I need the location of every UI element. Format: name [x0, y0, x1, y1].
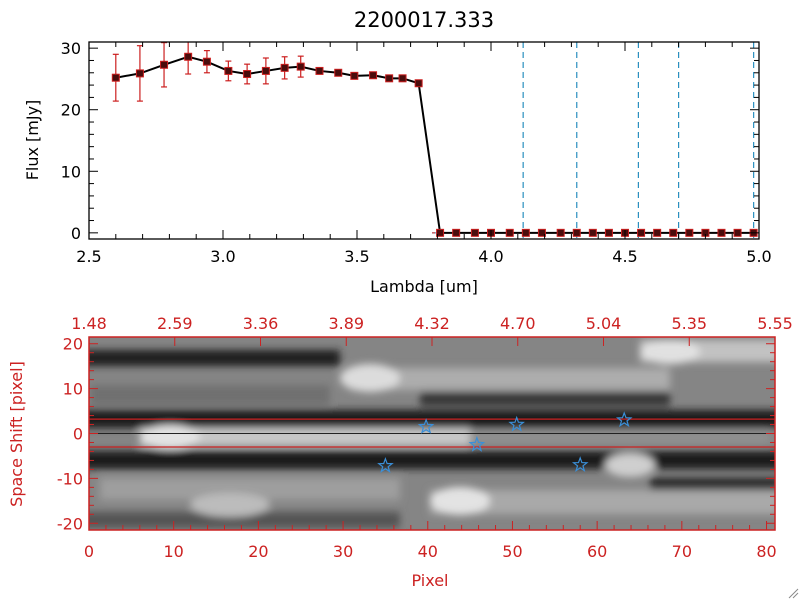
- flux-point: [160, 60, 169, 69]
- x-tick-label: 4.5: [612, 247, 637, 266]
- bottom-axis-ticks: 0 10 20 30 40 50 60 70 80 -20 -10 0 10 20 1.48 2.59 3.36…: [57, 314, 793, 561]
- flux-point: [588, 228, 597, 237]
- top-wavelength-label: 3.89: [328, 314, 364, 333]
- x-tick-label: 80: [756, 542, 776, 561]
- x-tick-label: 4.0: [478, 247, 503, 266]
- flux-line: [115, 55, 754, 234]
- star-icon: [508, 415, 525, 432]
- top-wavelength-label: 5.55: [757, 314, 793, 333]
- flux-point: [280, 63, 289, 72]
- top-plot-frame: [88, 41, 760, 240]
- flux-point: [521, 228, 530, 237]
- flux-point: [669, 228, 678, 237]
- wavelength-stars: [377, 411, 633, 473]
- resize-grip-icon[interactable]: [788, 588, 799, 599]
- aperture-lines: [89, 418, 775, 448]
- flux-point: [261, 66, 270, 75]
- flux-point: [398, 74, 407, 83]
- top-x-axis-label: Lambda [um]: [370, 277, 478, 296]
- top-dashed-lines: [522, 42, 755, 239]
- flux-point: [334, 68, 343, 77]
- flux-point: [135, 69, 144, 78]
- flux-point: [505, 228, 514, 237]
- top-wavelength-label: 2.59: [157, 314, 193, 333]
- flux-point: [414, 79, 423, 88]
- x-tick-label: 40: [418, 542, 438, 561]
- y-tick-label: 30: [61, 39, 81, 58]
- y-tick-label: -10: [57, 469, 83, 488]
- y-tick-label: 0: [73, 425, 83, 444]
- top-wavelength-label: 4.70: [500, 314, 536, 333]
- x-tick-label: 70: [672, 542, 692, 561]
- flux-point: [685, 228, 694, 237]
- y-tick-label: 20: [63, 335, 83, 354]
- top-axis-ticks: 2.5 3.0 3.5 4.0 4.5 5.0 0 10 20 30: [61, 39, 772, 266]
- flux-point: [315, 66, 324, 75]
- bottom-x-axis-label: Pixel: [411, 571, 448, 590]
- x-tick-label: 60: [587, 542, 607, 561]
- flux-point: [717, 228, 726, 237]
- flux-point: [436, 228, 445, 237]
- x-tick-label: 0: [84, 542, 94, 561]
- flux-point: [653, 228, 662, 237]
- chart-title: 2200017.333: [354, 8, 494, 32]
- flux-point: [604, 228, 613, 237]
- flux-point: [470, 228, 479, 237]
- top-y-axis-label: Flux [mJy]: [23, 100, 42, 181]
- y-tick-label: 20: [61, 101, 81, 120]
- top-plot-series: [111, 42, 759, 237]
- x-tick-label: 10: [164, 542, 184, 561]
- star-icon: [417, 418, 435, 434]
- x-tick-label: 20: [248, 542, 268, 561]
- flux-point: [572, 228, 581, 237]
- flux-point: [296, 62, 305, 71]
- top-wavelength-label: 3.36: [243, 314, 279, 333]
- y-tick-label: 10: [61, 162, 81, 181]
- top-wavelength-label: 5.35: [671, 314, 707, 333]
- flux-point: [202, 57, 211, 66]
- top-wavelength-label: 4.32: [414, 314, 450, 333]
- flux-point: [184, 52, 193, 61]
- flux-point: [733, 228, 742, 237]
- star-icon: [571, 456, 589, 473]
- x-tick-label: 5.0: [746, 247, 771, 266]
- x-tick-label: 3.0: [210, 247, 235, 266]
- star-icon: [468, 435, 486, 452]
- flux-point: [537, 228, 546, 237]
- x-tick-label: 2.5: [76, 247, 101, 266]
- y-tick-label: 10: [63, 380, 83, 399]
- top-wavelength-label: 1.48: [71, 314, 107, 333]
- flux-point: [243, 70, 252, 79]
- star-icon: [615, 411, 633, 428]
- x-tick-label: 3.5: [344, 247, 369, 266]
- flux-point: [111, 73, 120, 82]
- y-tick-label: -20: [57, 514, 83, 533]
- flux-point: [385, 74, 394, 83]
- bottom-y-axis-label: Space Shift [pixel]: [7, 361, 26, 507]
- top-wavelength-label: 5.04: [586, 314, 622, 333]
- flux-point: [637, 228, 646, 237]
- x-tick-label: 30: [333, 542, 353, 561]
- flux-point: [224, 66, 233, 75]
- flux-point: [452, 228, 461, 237]
- star-icon: [377, 457, 394, 473]
- flux-point: [369, 71, 378, 80]
- flux-point: [556, 228, 565, 237]
- y-tick-label: 0: [71, 224, 81, 243]
- flux-point: [350, 71, 359, 80]
- x-tick-label: 50: [502, 542, 522, 561]
